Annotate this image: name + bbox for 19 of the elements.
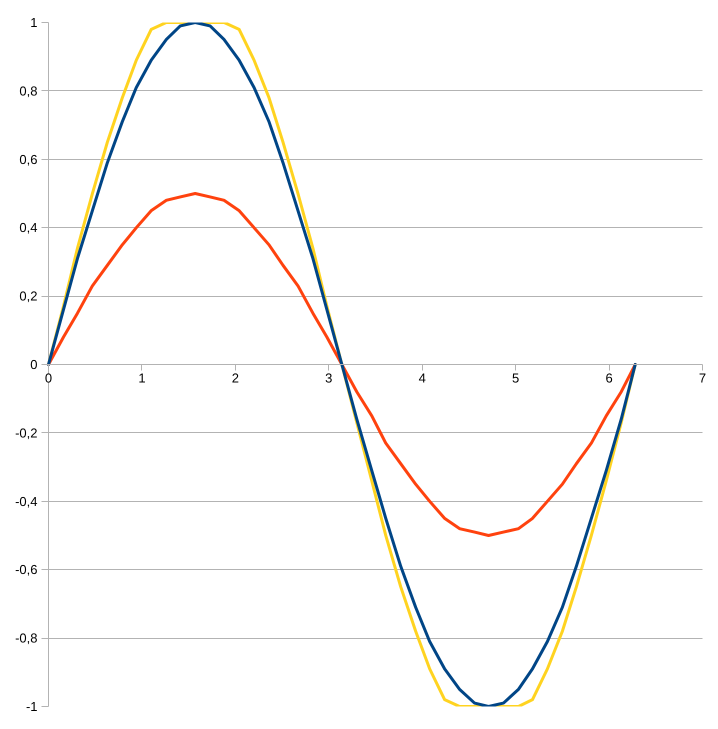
y-tick-label: 1 xyxy=(30,15,38,30)
x-tick-label: 2 xyxy=(232,370,239,386)
x-tick-label: 5 xyxy=(512,370,520,386)
x-tick-label: 1 xyxy=(138,370,146,386)
x-tick-label: 0 xyxy=(44,370,52,386)
x-tick-label: 6 xyxy=(605,370,613,386)
y-tick-label: 0,4 xyxy=(19,220,38,236)
y-tick-label: 0,2 xyxy=(19,288,38,304)
y-tick-label: -0,8 xyxy=(15,630,38,646)
y-tick-label: 0,8 xyxy=(19,83,38,98)
x-tick-label: 4 xyxy=(418,370,426,386)
x-tick-label: 7 xyxy=(698,370,706,386)
y-tick-label: -0,6 xyxy=(15,562,38,578)
y-tick-label: -0,2 xyxy=(15,425,38,440)
y-tick-label: 0,6 xyxy=(19,152,38,167)
x-tick-label: 3 xyxy=(325,370,332,386)
y-tick-label: -0,4 xyxy=(15,494,38,509)
y-tick-label: 0 xyxy=(30,357,38,372)
y-tick-label: -1 xyxy=(26,699,38,714)
